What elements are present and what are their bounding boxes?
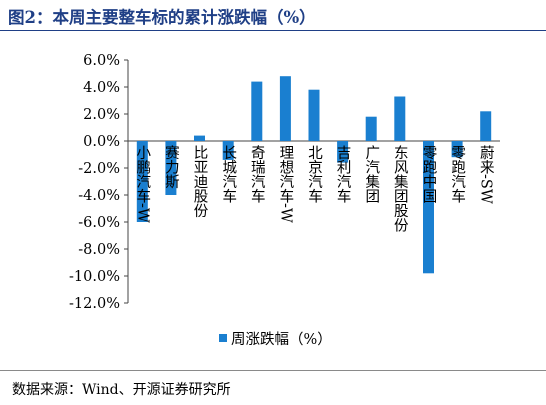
category-label: 比亚迪股份 (192, 145, 208, 219)
title-divider (0, 30, 546, 31)
y-tick-label: -4.0% (78, 188, 120, 204)
bar (451, 141, 463, 158)
bar (251, 81, 263, 141)
bar (480, 111, 492, 141)
category-label: 奇瑞汽车 (249, 145, 265, 204)
category-label: 零跑中国 (421, 145, 437, 203)
bar (279, 76, 291, 141)
y-tick-label: -2.0% (78, 161, 120, 177)
bar (423, 141, 434, 274)
category-label: 小鹏汽车-W (134, 145, 150, 223)
y-tick-label: 0.0% (83, 134, 120, 150)
y-tick-label: -10.0% (69, 269, 120, 285)
category-label: 吉利汽车 (335, 145, 351, 204)
y-tick-label: -6.0% (78, 215, 120, 231)
y-tick-label: -8.0% (78, 242, 120, 258)
figure-title: 图2：本周主要整车标的累计涨跌幅（%） (8, 8, 316, 27)
category-label: 赛力斯 (163, 145, 179, 190)
bar (337, 141, 349, 163)
y-axis: 6.0% 4.0% 2.0% 0.0% -2.0% -4.0% -6.0% -8.0% -10.… (69, 53, 500, 312)
y-tick-label: -12.0% (69, 296, 120, 312)
y-tick-label: 4.0% (83, 80, 120, 96)
bar (136, 141, 148, 222)
legend-label: 周涨跌幅（%） (231, 331, 332, 348)
category-label: 广汽集团 (363, 145, 379, 204)
category-label: 北京汽车 (306, 145, 322, 204)
bar (165, 141, 177, 195)
category-label: 东风集团股份 (392, 145, 408, 234)
legend: 周涨跌幅（%） (219, 331, 332, 348)
y-tick-label: 2.0% (83, 107, 120, 123)
legend-swatch (219, 334, 227, 342)
category-label: 蔚来-SW (478, 145, 494, 204)
source-note: 数据来源：Wind、开源证券研究所 (12, 382, 231, 398)
category-label: 理想汽车-W (277, 145, 293, 223)
bar (365, 116, 377, 141)
bar (394, 96, 406, 141)
category-labels: 小鹏汽车-W 赛力斯 比亚迪股份 长城汽车 奇瑞汽车 理想汽车-W 北京汽车 吉利汽车 广汽集团… (134, 145, 494, 234)
bar-chart: 6.0% 4.0% 2.0% 0.0% -2.0% -4.0% -6.0% -8.0% -10.… (69, 53, 500, 348)
bar (222, 141, 234, 160)
category-label: 长城汽车 (220, 145, 236, 204)
source-divider (0, 370, 546, 371)
bars-layer (136, 76, 492, 274)
category-label: 零跑汽车 (449, 145, 465, 203)
bar (194, 135, 205, 141)
y-tick-label: 6.0% (83, 53, 120, 69)
bar (308, 89, 320, 141)
